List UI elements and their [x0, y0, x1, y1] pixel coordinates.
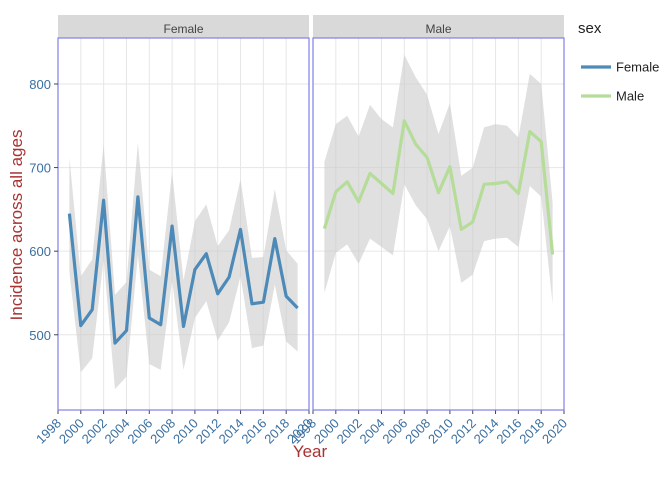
panel-border: [312, 37, 565, 411]
facet-strip: [313, 15, 564, 38]
y-tick-label: 500: [29, 328, 51, 343]
y-tick-label: 700: [29, 161, 51, 176]
confidence-band: [324, 54, 553, 304]
x-axis-title: Year: [293, 442, 328, 461]
facet-strip-label: Female: [163, 22, 203, 36]
panel-border: [57, 37, 310, 411]
legend-label-female: Female: [616, 60, 659, 75]
series-line-male: [322, 119, 555, 255]
facet-panel-female: Female1998200020022004200620082010201220…: [33, 15, 315, 447]
series-line-female: [67, 195, 299, 345]
y-tick-label: 600: [29, 244, 51, 259]
facet-panel-male: Male199820002002200420062008201020122014…: [288, 15, 570, 447]
x-tick-label: 2020: [539, 416, 570, 447]
facet-strip: [58, 15, 309, 38]
y-tick-label: 800: [29, 77, 51, 92]
legend-title: sex: [578, 20, 602, 37]
legend-label-male: Male: [616, 89, 644, 104]
facet-strip-label: Male: [425, 22, 451, 36]
y-axis-title: Incidence across all ages: [7, 130, 26, 321]
